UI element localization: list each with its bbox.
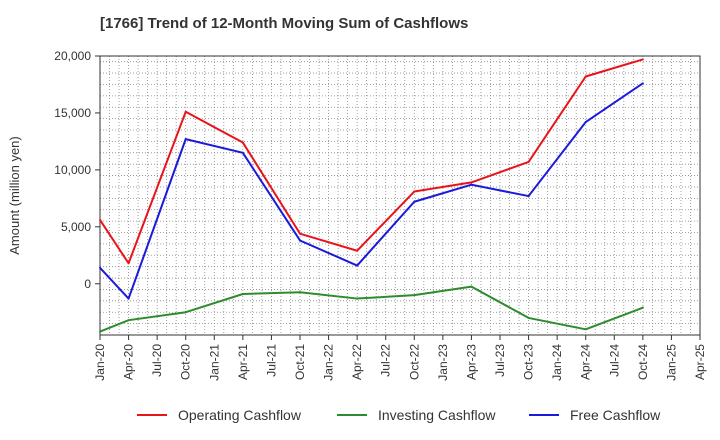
data-point (184, 138, 187, 141)
data-point (527, 316, 530, 319)
x-tick-label: Jul-21 (264, 344, 278, 377)
data-point (641, 306, 644, 309)
series-line (99, 285, 644, 333)
data-point (99, 218, 101, 221)
grid (100, 56, 700, 335)
legend-label: Operating Cashflow (178, 407, 302, 423)
data-point (299, 291, 301, 294)
data-point (299, 232, 301, 235)
x-tick-label: Apr-20 (122, 344, 136, 380)
data-point (641, 82, 644, 85)
y-tick-label: 20,000 (54, 49, 91, 63)
data-point (413, 200, 416, 203)
data-point (356, 297, 359, 300)
data-point (413, 294, 416, 297)
data-point (99, 330, 101, 333)
x-tick-label: Apr-22 (350, 344, 364, 380)
y-axis-ticks: 0 5,000 10,000 15,000 20,000 (54, 49, 100, 291)
y-tick-label: 5,000 (61, 220, 91, 234)
data-point (299, 239, 301, 242)
x-tick-label: Apr-23 (464, 344, 478, 380)
x-tick-label: Jul-20 (150, 344, 164, 377)
x-tick-label: Oct-21 (293, 344, 307, 380)
x-tick-label: Apr-24 (579, 344, 593, 380)
x-tick-label: Oct-20 (179, 344, 193, 380)
legend-label: Investing Cashflow (378, 407, 496, 423)
x-tick-label: Oct-22 (407, 344, 421, 380)
x-axis-ticks: Jan-20 Apr-20 Jul-20 Oct-20 Jan-21 Apr-21 Jul-… (93, 335, 707, 381)
legend-label: Free Cashflow (570, 407, 661, 423)
y-tick-label: 10,000 (54, 163, 91, 177)
data-point (470, 181, 473, 184)
x-tick-label: Jan-23 (436, 344, 450, 381)
data-point (527, 160, 530, 163)
data-point (470, 183, 473, 186)
x-tick-label: Jul-22 (379, 344, 393, 377)
data-point (127, 262, 130, 265)
data-point (584, 75, 587, 78)
data-point (184, 311, 187, 314)
data-point (641, 58, 644, 61)
y-tick-label: 15,000 (54, 106, 91, 120)
data-point (241, 293, 244, 296)
x-tick-label: Jan-22 (322, 344, 336, 381)
data-point (584, 328, 587, 331)
x-tick-label: Jan-24 (550, 344, 564, 381)
x-tick-label: Jul-24 (607, 344, 621, 377)
x-tick-label: Jul-23 (493, 344, 507, 377)
data-point (241, 141, 244, 144)
data-point (127, 319, 130, 322)
data-point (356, 249, 359, 252)
y-tick-label: 0 (84, 277, 91, 291)
x-tick-label: Jan-25 (664, 344, 678, 381)
series-lines (99, 58, 644, 333)
legend: Operating Cashflow Investing Cashflow Free… (137, 407, 661, 423)
data-point (413, 190, 416, 193)
x-tick-label: Jan-20 (93, 344, 107, 381)
data-point (470, 285, 473, 288)
y-axis-title: Amount (million yen) (7, 136, 22, 255)
plot-frame (99, 55, 701, 336)
x-tick-label: Oct-23 (522, 344, 536, 380)
data-point (584, 121, 587, 124)
data-point (184, 110, 187, 113)
x-tick-label: Oct-24 (636, 344, 650, 380)
data-point (99, 266, 101, 269)
data-point (356, 264, 359, 267)
chart-title: [1766] Trend of 12-Month Moving Sum of C… (100, 15, 469, 32)
data-point (241, 151, 244, 154)
data-point (527, 195, 530, 198)
x-tick-label: Apr-21 (236, 344, 250, 380)
x-tick-label: Apr-25 (693, 344, 707, 380)
x-tick-label: Jan-21 (207, 344, 221, 381)
data-point (127, 297, 130, 300)
